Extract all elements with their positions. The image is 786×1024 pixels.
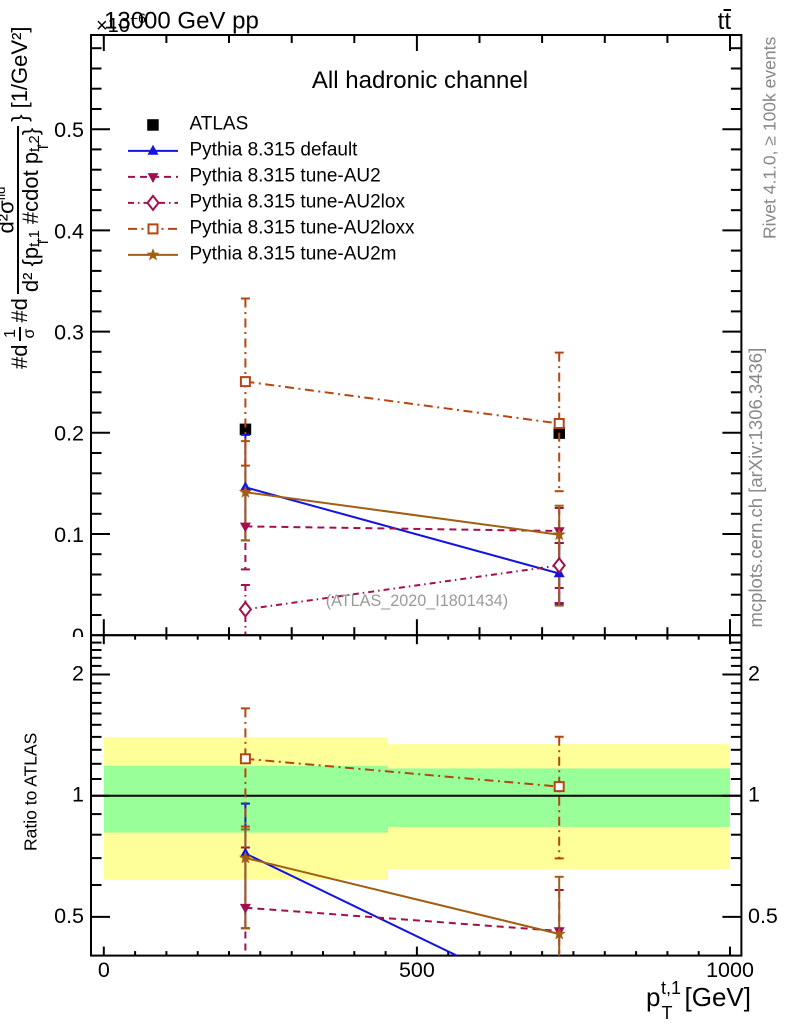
svg-text:13000 GeV pp: 13000 GeV pp <box>104 8 259 35</box>
svg-text:Pythia 8.315 tune-AU2loxx: Pythia 8.315 tune-AU2loxx <box>190 218 415 239</box>
svg-text:0.2: 0.2 <box>54 422 84 446</box>
svg-text:1: 1 <box>748 783 760 807</box>
svg-text:Rivet 4.1.0, ≥ 100k events: Rivet 4.1.0, ≥ 100k events <box>760 37 780 239</box>
svg-text:ATLAS: ATLAS <box>190 114 249 135</box>
svg-text:Pythia 8.315 tune-AU2: Pythia 8.315 tune-AU2 <box>190 166 381 187</box>
svg-text:Pythia 8.315 tune-AU2m: Pythia 8.315 tune-AU2m <box>190 244 397 265</box>
svg-text:1000: 1000 <box>706 958 754 982</box>
svg-text:t,1: t,1 <box>661 978 681 998</box>
svg-text:[GeV]: [GeV] <box>685 982 751 1012</box>
svg-text:2: 2 <box>72 662 84 686</box>
svg-text:0.5: 0.5 <box>54 118 84 142</box>
svg-text:0.4: 0.4 <box>54 219 84 243</box>
svg-text:500: 500 <box>399 958 435 982</box>
svg-text:2: 2 <box>748 662 760 686</box>
svg-text:(ATLAS_2020_I1801434): (ATLAS_2020_I1801434) <box>326 592 508 610</box>
svg-text:0.1: 0.1 <box>54 523 84 547</box>
svg-text:0: 0 <box>98 958 110 982</box>
svg-text:Ratio to ATLAS: Ratio to ATLAS <box>20 733 40 851</box>
svg-text:0.3: 0.3 <box>54 321 84 345</box>
svg-text:0.5: 0.5 <box>54 904 84 928</box>
svg-text:1: 1 <box>72 783 84 807</box>
svg-text:tt: tt <box>718 8 732 35</box>
svg-text:0.5: 0.5 <box>748 904 778 928</box>
svg-text:All hadronic channel: All hadronic channel <box>312 67 528 94</box>
svg-text:Pythia 8.315 default: Pythia 8.315 default <box>190 140 359 161</box>
svg-text:Pythia 8.315 tune-AU2lox: Pythia 8.315 tune-AU2lox <box>190 192 406 213</box>
svg-text:p: p <box>646 982 660 1012</box>
svg-text:mcplots.cern.ch [arXiv:1306.34: mcplots.cern.ch [arXiv:1306.3436] <box>745 348 766 628</box>
svg-text:T: T <box>662 1003 673 1023</box>
svg-text:0: 0 <box>72 624 84 648</box>
